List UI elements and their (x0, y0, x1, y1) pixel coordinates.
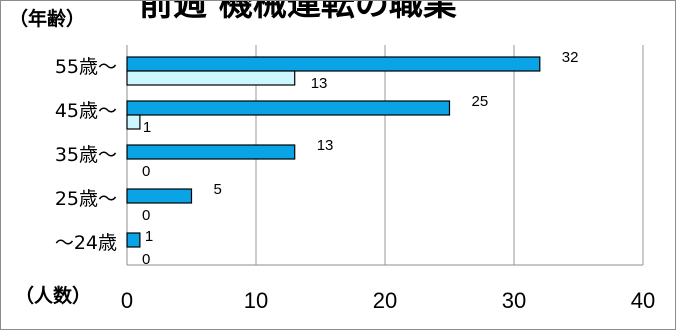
bar (127, 71, 295, 85)
data-label: 1 (145, 228, 153, 245)
x-tick-label: 20 (373, 288, 397, 313)
data-label: 0 (142, 207, 150, 224)
bar (127, 57, 540, 71)
x-tick-label: 30 (502, 288, 526, 313)
data-label: 13 (311, 75, 328, 92)
bar (127, 115, 140, 129)
category-label: 35歳〜 (55, 144, 117, 166)
x-axis-label: （人数） (15, 284, 91, 307)
category-labels: 55歳〜 45歳〜 35歳〜 25歳〜〜24歳 (55, 56, 117, 254)
bar (127, 233, 140, 247)
bar (127, 101, 450, 115)
x-tick-label: 10 (244, 288, 268, 313)
x-tick-label: 0 (121, 288, 133, 313)
data-label: 25 (472, 93, 489, 110)
data-label: 0 (142, 251, 150, 268)
x-tick-labels: 0 10 20 30 40 (121, 288, 655, 313)
bars (127, 57, 540, 247)
data-label: 1 (143, 119, 151, 136)
y-axis-label: （年齢） (9, 7, 85, 30)
bar (127, 145, 295, 159)
chart-title: 前週 機械運転の職業 (139, 1, 457, 24)
category-label: 〜24歳 (55, 232, 117, 254)
bar (127, 189, 192, 203)
data-label: 0 (142, 163, 150, 180)
data-label: 5 (214, 181, 222, 198)
category-label: 55歳〜 (55, 56, 117, 78)
data-label: 32 (562, 49, 579, 66)
x-tick-label: 40 (631, 288, 655, 313)
data-label: 13 (317, 137, 334, 154)
category-label: 25歳〜 (55, 188, 117, 210)
category-label: 45歳〜 (55, 100, 117, 122)
